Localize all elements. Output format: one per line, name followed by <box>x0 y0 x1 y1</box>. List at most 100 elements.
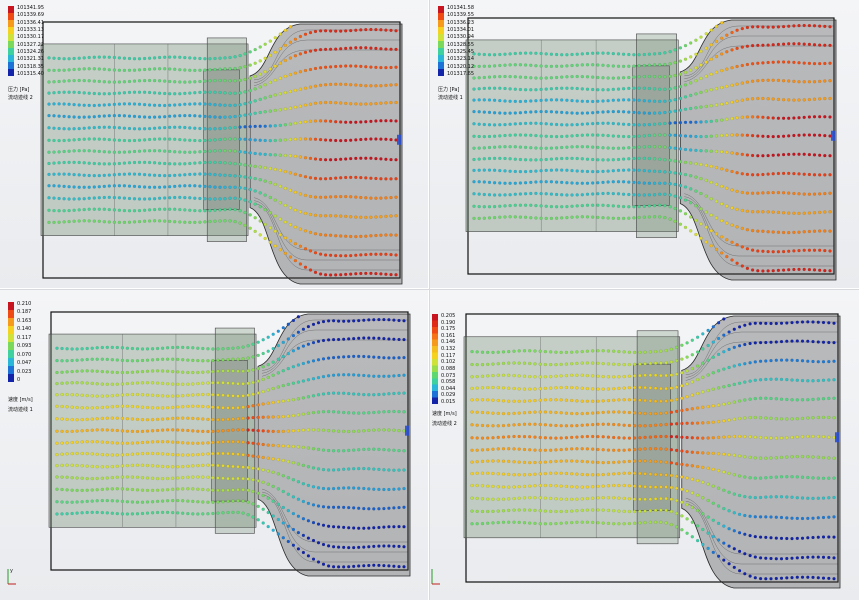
trajectory-dot <box>730 116 734 121</box>
trajectory-dot <box>771 78 775 82</box>
trajectory-dot <box>606 410 611 414</box>
trajectory-dot <box>208 197 212 201</box>
trajectory-dot <box>87 55 91 60</box>
trajectory-dot <box>627 192 631 197</box>
trajectory-dot <box>611 204 615 208</box>
pressure-trajectories-1-viewport[interactable]: 101341.58 101339.55 101336.23 101334.01 1013… <box>430 0 859 288</box>
trajectory-dot <box>491 398 495 402</box>
trajectory-dot <box>714 232 719 236</box>
trajectory-dot <box>678 46 683 50</box>
trajectory-dot <box>233 103 237 107</box>
trajectory-dot <box>268 153 272 157</box>
trajectory-dot <box>492 156 497 161</box>
trajectory-dot <box>298 227 303 231</box>
trajectory-dot <box>145 393 150 397</box>
trajectory-dot <box>347 505 351 510</box>
trajectory-dot <box>472 109 476 114</box>
trajectory-dot <box>711 436 715 440</box>
trajectory-dot <box>766 78 770 82</box>
trajectory-dot <box>482 216 486 220</box>
trajectory-dot <box>774 536 778 540</box>
trajectory-dot <box>263 70 267 74</box>
trajectory-dot <box>522 496 527 500</box>
trajectory-dot <box>318 137 323 142</box>
trajectory-dot <box>517 508 521 512</box>
trajectory-dot <box>827 576 831 581</box>
trajectory-dot <box>508 181 512 185</box>
trajectory-dot <box>318 272 323 276</box>
trajectory-dot <box>67 160 71 165</box>
trajectory-dot <box>501 423 506 428</box>
trajectory-dot <box>394 273 398 277</box>
trajectory-dot <box>606 99 610 103</box>
trajectory-dot <box>792 79 796 84</box>
pressure-trajectories-2-viewport[interactable]: 101341.95 101339.69 101336.41 101333.13 1013… <box>0 0 428 288</box>
trajectory-dot <box>281 354 285 359</box>
trajectory-dot <box>326 448 331 453</box>
trajectory-dot <box>92 125 96 130</box>
trajectory-dot <box>241 465 245 469</box>
trajectory-dot <box>735 225 739 229</box>
trajectory-dot <box>785 536 789 541</box>
trajectory-dot <box>97 55 101 59</box>
trajectory-dot <box>152 149 157 153</box>
trajectory-dot <box>575 111 579 115</box>
trajectory-dot <box>173 150 177 154</box>
trajectory-dot <box>617 522 621 526</box>
trajectory-dot <box>110 511 114 515</box>
trajectory-dot <box>735 189 739 194</box>
velocity-trajectories-2-viewport[interactable]: 0.205 0.190 0.175 0.161 0.146 0.132 0.117 0.102… <box>430 290 859 600</box>
trajectory-dot <box>735 116 739 120</box>
trajectory-dot <box>549 471 553 475</box>
trajectory-dot <box>181 441 185 445</box>
trajectory-dot <box>543 410 548 414</box>
trajectory-dot <box>120 416 125 421</box>
trajectory-dot <box>178 55 182 59</box>
trajectory-dot <box>730 133 734 137</box>
trajectory-dot <box>559 459 563 463</box>
trajectory-dot <box>231 394 235 398</box>
trajectory-dot <box>379 47 383 51</box>
trajectory-dot <box>160 488 165 492</box>
trajectory-dot <box>127 196 132 201</box>
trajectory-dot <box>472 180 476 184</box>
trajectory-dot <box>203 138 207 143</box>
trajectory-dot <box>683 107 688 111</box>
trajectory-dot <box>125 487 130 491</box>
trajectory-dot <box>627 423 632 428</box>
trajectory-dot <box>125 370 130 375</box>
trajectory-dot <box>198 56 202 61</box>
trajectory-dot <box>575 472 579 476</box>
trajectory-dot <box>193 68 197 73</box>
trajectory-dot <box>339 29 343 33</box>
velocity-trajectories-1-viewport[interactable]: 0.210 0.187 0.163 0.140 0.117 0.093 0.070 0.047… <box>0 290 428 600</box>
trajectory-dot <box>658 122 662 126</box>
trajectory-dot <box>127 126 132 131</box>
trajectory-dot <box>206 441 210 445</box>
trajectory-dot <box>491 521 495 525</box>
trajectory-dot <box>769 416 773 420</box>
trajectory-dot <box>596 411 600 415</box>
trajectory-dot <box>286 508 290 513</box>
trajectory-dot <box>276 400 280 404</box>
trajectory-dot <box>251 454 255 458</box>
trajectory-dot <box>122 196 127 200</box>
trajectory-dot <box>278 108 282 112</box>
legend-tick-label: 0.088 <box>441 365 456 372</box>
trajectory-dot <box>308 119 313 123</box>
trajectory-dot <box>336 525 341 529</box>
trajectory-dot <box>208 127 212 131</box>
trajectory-dot <box>701 332 705 336</box>
trajectory-dot <box>226 476 230 481</box>
trajectory-dot <box>807 23 812 28</box>
trajectory-dot <box>87 149 91 153</box>
trajectory-dot <box>678 160 683 164</box>
trajectory-dot <box>549 204 554 209</box>
trajectory-dot <box>171 369 175 374</box>
trajectory-dot <box>323 119 328 123</box>
trajectory-dot <box>394 29 398 33</box>
trajectory-dot <box>740 245 744 249</box>
trajectory-dot <box>261 442 265 447</box>
trajectory-dot <box>534 121 538 125</box>
trajectory-dot <box>745 115 750 119</box>
